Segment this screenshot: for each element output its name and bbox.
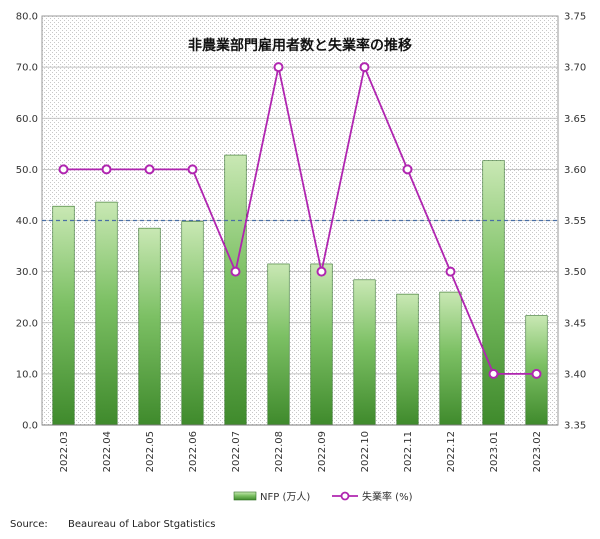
bar-2022.11 xyxy=(396,293,419,426)
bar-series xyxy=(52,154,548,426)
x-tick-label: 2022.05 xyxy=(145,431,156,472)
line-point-2022.07 xyxy=(230,266,241,277)
legend: NFP (万人) 失業率 (%) xyxy=(233,490,413,503)
bar-2022.05 xyxy=(138,227,161,426)
line-point-2022.11 xyxy=(402,164,413,175)
chart-title: 非農業部門雇用者数と失業率の推移 xyxy=(188,37,412,54)
x-tick-label: 2022.11 xyxy=(403,431,414,472)
y-right-tick-label: 3.45 xyxy=(564,318,586,329)
y-left-tick-label: 10.0 xyxy=(16,369,38,380)
line-series xyxy=(58,62,542,379)
y-right-tick-label: 3.55 xyxy=(564,216,586,227)
x-tick-label: 2022.07 xyxy=(231,431,242,472)
y-left-tick-label: 30.0 xyxy=(16,267,38,278)
line-point-2023.02 xyxy=(531,368,542,379)
bar-2022.06 xyxy=(181,221,204,426)
line-point-2022.09 xyxy=(316,266,327,277)
legend-swatch-nfp xyxy=(233,491,257,501)
unemployment-line xyxy=(63,64,537,375)
x-tick-label: 2022.06 xyxy=(188,431,199,472)
y-right-tick-label: 3.35 xyxy=(564,421,586,432)
x-tick-label: 2022.08 xyxy=(274,431,285,472)
line-point-2022.10 xyxy=(359,62,370,73)
line-point-2022.12 xyxy=(445,266,456,277)
bar-2022.04 xyxy=(95,201,118,426)
y-left-tick-label: 0.0 xyxy=(22,421,38,432)
line-point-2022.08 xyxy=(273,62,284,73)
y-left-tick-label: 40.0 xyxy=(16,216,38,227)
line-point-2023.01 xyxy=(488,368,499,379)
bar-2022.03 xyxy=(52,205,75,426)
bar-2022.12 xyxy=(439,291,462,426)
x-tick-label: 2022.03 xyxy=(59,431,70,472)
x-tick-label: 2022.12 xyxy=(446,431,457,472)
y-left-tick-label: 20.0 xyxy=(16,318,38,329)
x-tick-label: 2023.01 xyxy=(489,431,500,472)
y-left-tick-label: 70.0 xyxy=(16,63,38,74)
bar-2022.07 xyxy=(224,154,247,426)
bar-2023.01 xyxy=(482,160,505,426)
bar-2022.09 xyxy=(310,263,333,426)
y-right-tick-label: 3.70 xyxy=(564,63,586,74)
bar-2022.08 xyxy=(267,263,290,426)
line-point-2022.05 xyxy=(144,164,155,175)
line-point-2022.03 xyxy=(58,164,69,175)
y-right-tick-label: 3.65 xyxy=(564,114,586,125)
y-right-tick-label: 3.50 xyxy=(564,267,586,278)
line-point-2022.06 xyxy=(187,164,198,175)
bar-2022.10 xyxy=(353,279,376,426)
y-right-tick-label: 3.40 xyxy=(564,369,586,380)
y-left-tick-label: 80.0 xyxy=(16,12,38,23)
axes: 0.0 10.0 20.0 30.0 40.0 50.0 60.0 70.0 80.0 3.35 3… xyxy=(16,12,587,473)
y-left-tick-label: 50.0 xyxy=(16,165,38,176)
x-tick-label: 2022.09 xyxy=(317,431,328,472)
source-text: Beaureau of Labor Stgatistics xyxy=(68,519,216,530)
x-tick-label: 2023.02 xyxy=(532,431,543,472)
legend-label-rate: 失業率 (%) xyxy=(362,490,413,503)
y-left-tick-label: 60.0 xyxy=(16,114,38,125)
line-point-2022.04 xyxy=(101,164,112,175)
y-right-tick-label: 3.60 xyxy=(564,165,586,176)
source-label: Source: xyxy=(10,519,48,530)
x-tick-label: 2022.10 xyxy=(360,431,371,472)
x-tick-label: 2022.04 xyxy=(102,431,113,472)
legend-label-nfp: NFP (万人) xyxy=(260,491,310,503)
y-right-tick-label: 3.75 xyxy=(564,12,586,23)
legend-swatch-rate-marker xyxy=(340,491,350,501)
